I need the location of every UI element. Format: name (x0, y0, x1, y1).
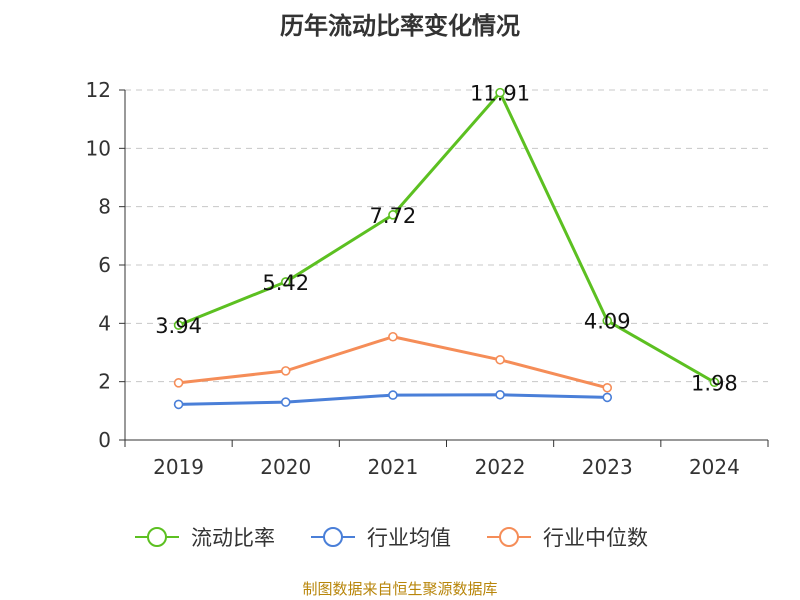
x-tick-label: 2019 (153, 455, 204, 479)
data-point (173, 378, 184, 388)
x-tick-label: 2022 (475, 455, 526, 479)
data-point (602, 392, 613, 403)
y-tick-label: 0 (98, 428, 111, 452)
data-point (388, 210, 398, 220)
x-tick-label: 2021 (367, 455, 418, 479)
data-label: 11.91 (470, 82, 530, 106)
grid-lines (125, 89, 768, 383)
data-label: 3.94 (155, 314, 202, 338)
y-tick-label: 6 (98, 253, 111, 277)
y-tick-label: 8 (98, 195, 111, 219)
data-point (280, 277, 291, 287)
legend: 流动比率 行业均值 行业中位数 (135, 526, 648, 550)
axes: 0 2 4 6 8 10 12 2019 2020 2021 2022 2023 2024 (86, 78, 769, 479)
data-label: 7.72 (370, 204, 417, 228)
data-point (388, 390, 398, 400)
data-point (388, 331, 398, 342)
y-tick-label: 12 (86, 78, 111, 102)
series-lines (173, 87, 720, 410)
data-point (173, 320, 184, 330)
legend-label: 流动比率 (191, 526, 275, 550)
data-point (495, 87, 505, 98)
data-label: 5.42 (262, 271, 309, 295)
y-tick-label: 4 (98, 311, 111, 335)
data-label: 4.09 (584, 310, 631, 334)
data-point (280, 366, 291, 376)
data-label: 1.98 (691, 371, 738, 395)
series-line (178, 335, 608, 390)
data-point (495, 354, 505, 365)
data-labels: 3.94 5.42 7.72 11.91 4.09 1.98 (155, 82, 738, 396)
data-point (280, 397, 291, 407)
legend-marker (147, 527, 167, 547)
data-point (495, 389, 505, 400)
y-tick-label: 10 (86, 136, 111, 160)
data-point (602, 315, 613, 326)
data-point (709, 377, 720, 388)
x-tick-label: 2020 (260, 455, 311, 479)
data-source-note: 制图数据来自恒生聚源数据库 (302, 580, 498, 598)
series-line (178, 91, 716, 384)
legend-label: 行业均值 (367, 526, 451, 550)
legend-marker (499, 527, 519, 547)
x-tick-label: 2024 (689, 455, 740, 479)
legend-marker (323, 527, 343, 547)
data-point (173, 399, 184, 410)
data-point (602, 382, 613, 393)
y-tick-label: 2 (98, 370, 111, 394)
chart-title: 历年流动比率变化情况 (280, 12, 520, 40)
x-tick-label: 2023 (582, 455, 633, 479)
legend-label: 行业中位数 (543, 526, 648, 550)
